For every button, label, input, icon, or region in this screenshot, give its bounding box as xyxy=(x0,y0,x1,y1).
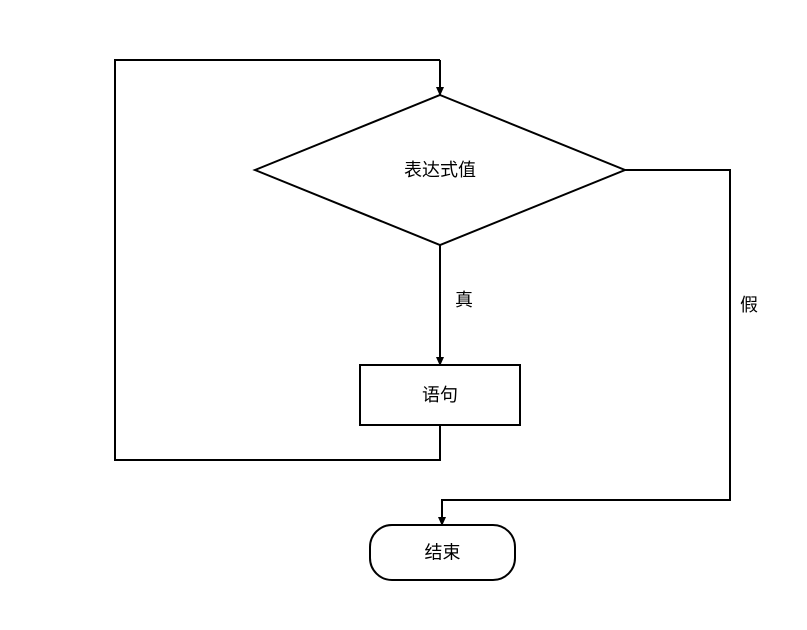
node-label-decision: 表达式值 xyxy=(404,160,476,180)
node-label-statement: 语句 xyxy=(422,385,458,405)
flowchart-diagram: 真 假 表达式值语句结束 xyxy=(0,0,807,630)
edge-label-decision_false_to_end: 假 xyxy=(740,295,758,315)
edge-label-decision_true_to_statement: 真 xyxy=(455,290,473,310)
node-label-end: 结束 xyxy=(425,543,461,563)
